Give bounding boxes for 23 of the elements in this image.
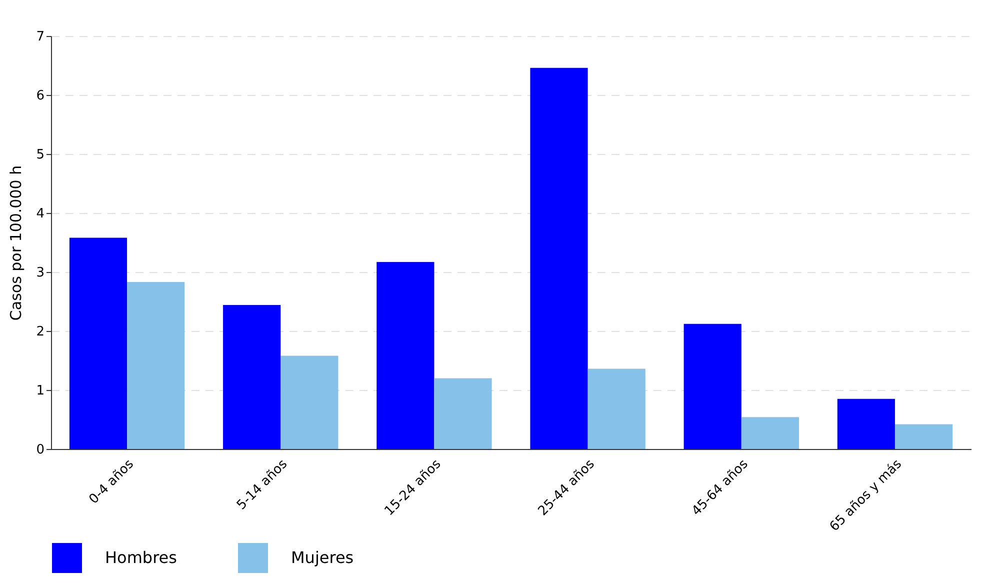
y-tick-label: 6 <box>36 88 44 104</box>
y-tick-label: 5 <box>36 148 44 162</box>
y-tick-label: 4 <box>36 206 44 222</box>
legend-label: Mujeres <box>291 548 354 567</box>
y-tick-label: 2 <box>36 324 44 340</box>
bar <box>280 356 338 449</box>
bar <box>530 68 588 449</box>
bar <box>127 282 185 449</box>
y-tick-label: 0 <box>36 442 44 458</box>
y-tick-label: 7 <box>36 30 44 44</box>
bar <box>69 238 128 449</box>
bar <box>376 262 434 449</box>
bar <box>894 424 953 449</box>
y-axis-title: Casos por 100.000 h <box>7 165 26 321</box>
bar <box>434 378 492 449</box>
y-tick-label: 1 <box>36 384 44 398</box>
y-tick-label: 3 <box>36 266 44 280</box>
bar <box>837 398 895 449</box>
bar <box>684 324 742 449</box>
bar <box>223 305 281 449</box>
bar <box>741 417 799 449</box>
bar <box>588 368 646 449</box>
legend-label: Hombres <box>105 548 177 567</box>
